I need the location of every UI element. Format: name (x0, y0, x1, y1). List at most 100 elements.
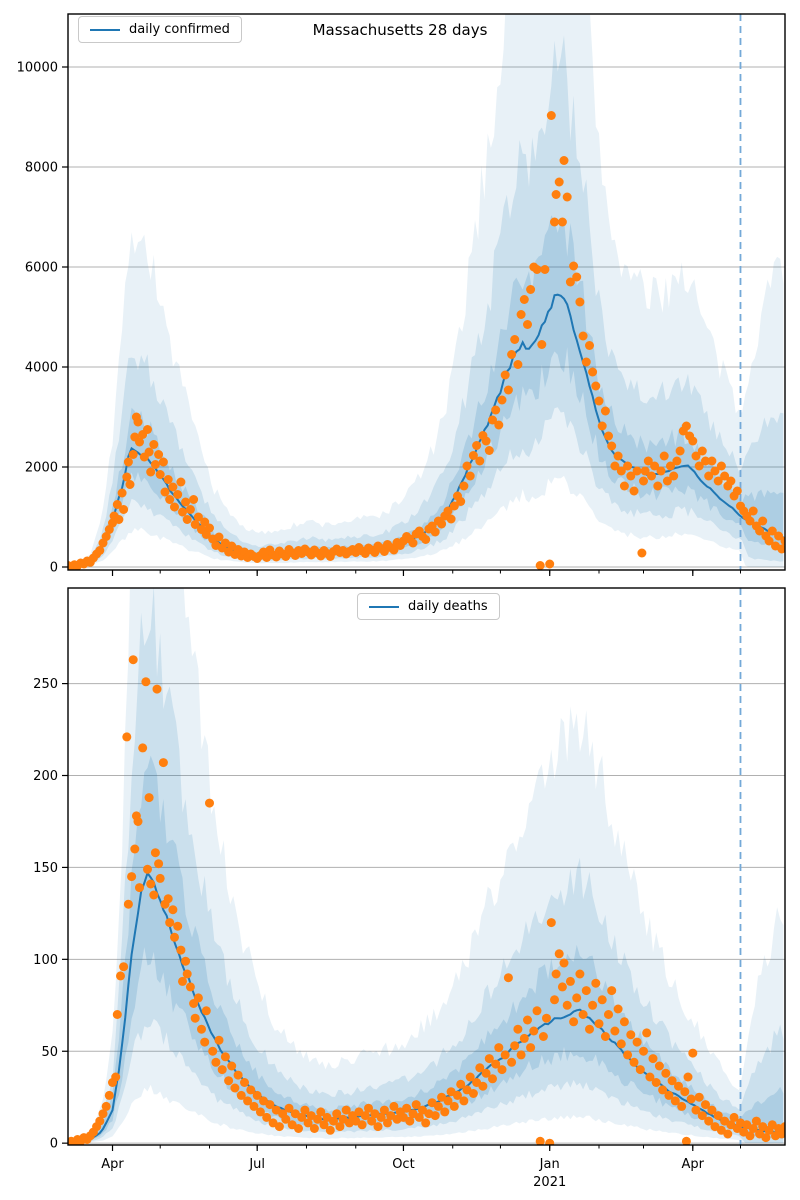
scatter-point (774, 531, 784, 541)
scatter-point (478, 1081, 488, 1091)
scatter-point (554, 949, 564, 959)
scatter-point (507, 350, 517, 359)
scatter-point (532, 265, 542, 274)
scatter-point (389, 1101, 399, 1111)
scatter-point (465, 1072, 475, 1082)
scatter-point (732, 486, 742, 496)
scatter-point (488, 415, 497, 425)
scatter-point (780, 1122, 785, 1132)
scatter-point (214, 532, 224, 542)
scatter-point (373, 1122, 383, 1132)
scatter-point (154, 859, 164, 869)
scatter-point (98, 1109, 108, 1119)
scatter-point (542, 1013, 551, 1023)
scatter-point (411, 1100, 421, 1110)
scatter-point (664, 1090, 674, 1100)
scatter-point (503, 973, 513, 983)
scatter-point (319, 1120, 329, 1130)
scatter-point (545, 1138, 555, 1145)
legend-label-deaths: daily deaths (408, 599, 488, 614)
legend-label-confirmed: daily confirmed (129, 22, 230, 37)
scatter-point (594, 1019, 604, 1029)
scatter-point (550, 217, 559, 227)
scatter-point (551, 190, 561, 199)
scatter-point (510, 1041, 520, 1051)
scatter-point (632, 466, 642, 476)
scatter-point (491, 1059, 501, 1069)
scatter-point (193, 512, 203, 522)
scatter-point (681, 421, 691, 431)
x-tick-year-label: 2021 (533, 1175, 566, 1190)
scatter-point (421, 535, 431, 544)
scatter-point (316, 1107, 326, 1117)
scatter-point (484, 1054, 494, 1064)
scatter-point (123, 899, 133, 909)
scatter-point (150, 460, 160, 469)
scatter-point (681, 1136, 691, 1145)
scatter-point (640, 466, 650, 476)
scatter-point (758, 516, 768, 526)
scatter-point (607, 986, 617, 996)
scatter-point (128, 450, 138, 459)
scatter-point (616, 466, 626, 476)
scatter-point (475, 1063, 485, 1073)
y-tick-label: 250 (33, 677, 58, 692)
scatter-point (150, 848, 160, 858)
uncertainty-bands (68, 588, 784, 1144)
scatter-point (604, 431, 613, 441)
scatter-point (559, 156, 569, 165)
scatter-point (224, 1076, 234, 1086)
scatter-point (591, 978, 601, 988)
scatter-point (575, 297, 585, 307)
scatter-point (236, 1090, 246, 1100)
scatter-point (613, 451, 623, 461)
scatter-point (529, 1026, 539, 1036)
scatter-point (513, 360, 523, 369)
scatter-point (181, 497, 191, 507)
scatter-point (462, 461, 472, 471)
scatter-point (252, 1090, 262, 1100)
scatter-point (519, 1033, 529, 1043)
y-tick-label: 50 (41, 1045, 58, 1060)
scatter-point (95, 546, 105, 555)
scatter-point (112, 1010, 122, 1019)
scatter-point (440, 1107, 450, 1117)
scatter-point (459, 481, 469, 491)
scatter-point (178, 976, 187, 986)
scatter-point (379, 1105, 389, 1115)
scatter-point (357, 1120, 367, 1130)
scatter-point (551, 969, 561, 979)
scatter-point (112, 500, 122, 509)
scatter-point (777, 544, 785, 554)
scatter-point (716, 461, 726, 471)
scatter-point (616, 1039, 626, 1049)
scatter-point (494, 420, 504, 430)
scatter-point (662, 476, 672, 486)
y-gridlines (68, 66, 785, 568)
scatter-point (647, 471, 656, 481)
scatter-point (176, 477, 186, 487)
scatter-point (468, 451, 478, 460)
scatter-point (449, 501, 459, 511)
scatter-point (437, 519, 447, 529)
scatter-point (456, 497, 466, 506)
x-tick-label: Oct (392, 1157, 414, 1172)
scatter-point (465, 471, 475, 481)
y-tick-label: 10000 (17, 61, 58, 76)
x-tick-label: Apr (101, 1157, 124, 1172)
scatter-point (535, 1136, 545, 1145)
x-tick-label: Apr (682, 1157, 705, 1172)
scatter-point (707, 456, 717, 466)
scatter-point (643, 456, 653, 466)
scatter-point (588, 367, 598, 377)
scatter-point (540, 265, 550, 274)
scatter-point (430, 527, 440, 537)
scatter-point (535, 561, 545, 570)
scatter-point (600, 406, 610, 416)
scatter-point (513, 1024, 523, 1034)
deaths-chart: 0 50 100 150 200 250 Apr Jul Oct Jan 2021 Apr (33, 587, 786, 1190)
scatter-point (185, 982, 195, 992)
scatter-point (173, 921, 183, 931)
scatter-point (651, 1078, 661, 1087)
